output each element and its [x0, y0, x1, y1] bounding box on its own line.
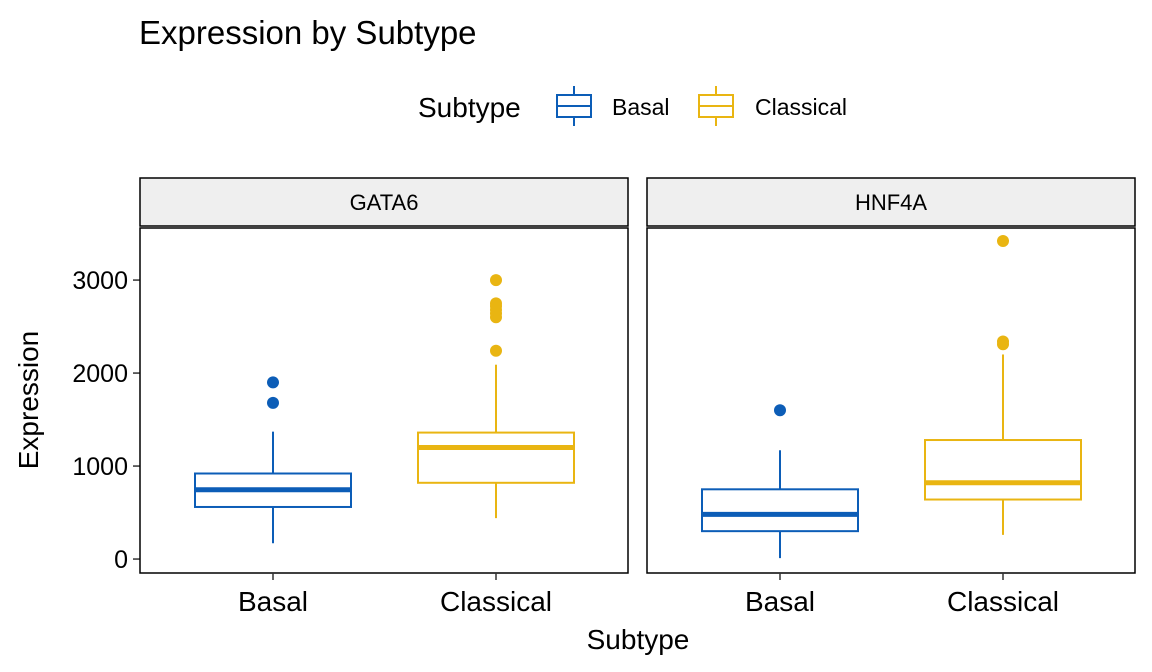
legend-label-basal: Basal — [612, 94, 670, 120]
x-tick-label-gata6-classical: Classical — [440, 586, 552, 617]
x-tick-label-gata6-basal: Basal — [238, 586, 308, 617]
y-tick-label-2000: 2000 — [72, 360, 128, 388]
box-iqr-hnf4a-classical — [924, 439, 1082, 501]
outlier-hnf4a-basal-0 — [774, 404, 786, 417]
panel-hnf4a: HNF4A Basal Classical — [646, 177, 1136, 617]
outlier-hnf4a-classical-2 — [997, 235, 1009, 248]
y-tick-label-1000: 1000 — [72, 453, 128, 481]
legend-entry-basal: Basal — [556, 86, 670, 126]
strip-hnf4a — [646, 177, 1136, 227]
box-gata6-basal — [194, 376, 352, 544]
outlier-gata6-basal-1 — [267, 376, 279, 389]
strip-label-gata6: GATA6 — [350, 190, 419, 215]
box-iqr-hnf4a-basal — [701, 488, 859, 533]
outlier-hnf4a-classical-1 — [997, 335, 1009, 348]
legend-entry-classical: Classical — [698, 86, 847, 126]
x-axis-label: Subtype — [587, 624, 690, 655]
y-tick-label-0: 0 — [114, 546, 128, 574]
y-axis-label: Expression — [13, 331, 44, 470]
box-hnf4a-basal — [701, 404, 859, 559]
legend-label-classical: Classical — [755, 94, 847, 120]
box-iqr-gata6-classical — [417, 431, 575, 484]
facet-panels: GATA6 Basal Classical HNF4A Basal Classical — [139, 177, 1136, 617]
box-hnf4a-classical — [924, 235, 1082, 535]
panel-gata6: GATA6 Basal Classical — [139, 177, 629, 617]
chart-title: Expression by Subtype — [139, 14, 477, 51]
outlier-gata6-classical-0 — [490, 344, 502, 357]
strip-gata6 — [139, 177, 629, 227]
y-tick-label-3000: 3000 — [72, 267, 128, 295]
outlier-gata6-classical-6 — [490, 274, 502, 287]
outlier-gata6-basal-0 — [267, 396, 279, 409]
panel-frame-gata6 — [139, 227, 629, 574]
panel-frame-hnf4a — [646, 227, 1136, 574]
x-tick-label-hnf4a-classical: Classical — [947, 586, 1059, 617]
strip-label-hnf4a: HNF4A — [855, 190, 927, 215]
box-gata6-classical — [417, 274, 575, 519]
outlier-gata6-classical-5 — [490, 297, 502, 310]
legend-title: Subtype — [418, 92, 521, 123]
x-tick-label-hnf4a-basal: Basal — [745, 586, 815, 617]
y-axis: 0 1000 2000 3000 — [72, 267, 140, 574]
legend: Subtype Basal Classical — [418, 86, 847, 126]
